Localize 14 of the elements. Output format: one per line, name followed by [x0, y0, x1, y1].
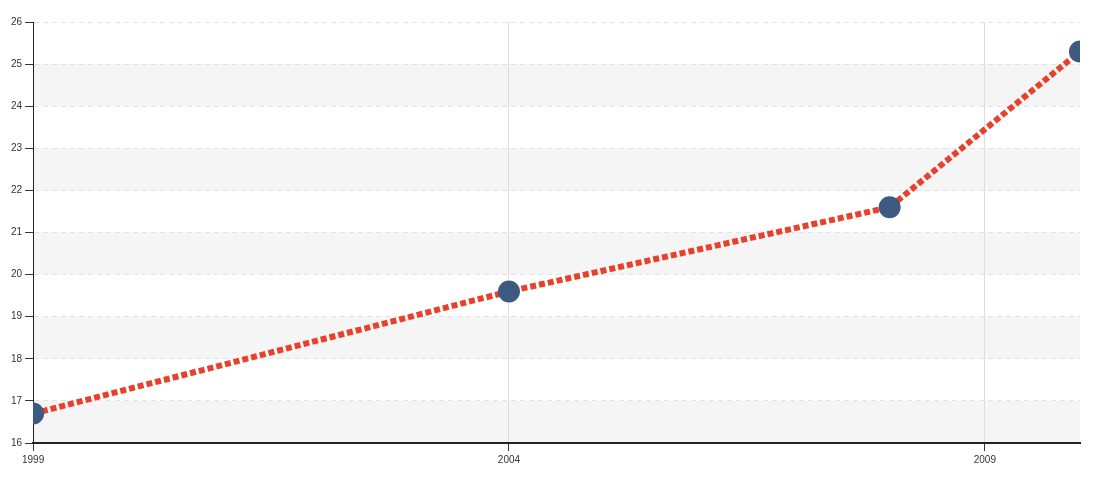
y-tick-label: 25 — [11, 57, 23, 69]
y-tick-label: 26 — [11, 15, 23, 27]
y-tick-label: 18 — [11, 352, 23, 364]
y-tick-label: 16 — [11, 436, 23, 448]
y-tick-label: 23 — [11, 142, 23, 154]
y-tick-label: 19 — [11, 310, 23, 322]
y-tick-label: 21 — [11, 226, 23, 238]
y-tick-label: 24 — [11, 99, 23, 111]
x-tick-label: 2004 — [497, 453, 521, 465]
y-tick-label: 20 — [11, 268, 23, 280]
y-tick-label: 22 — [11, 184, 23, 196]
x-tick-label: 2009 — [973, 453, 997, 465]
y-tick-label: 17 — [11, 394, 23, 406]
x-tick-label: 1999 — [22, 453, 45, 465]
